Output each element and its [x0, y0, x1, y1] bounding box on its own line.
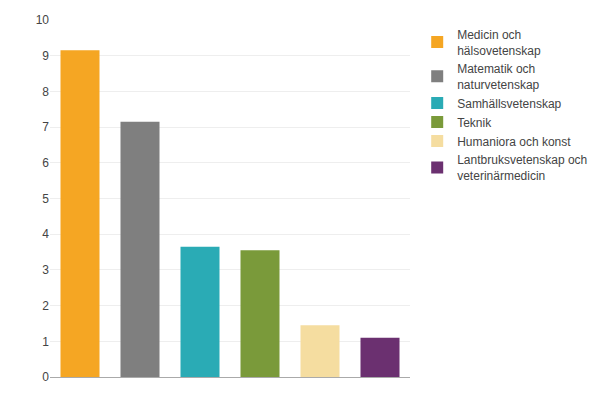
svg-text:2: 2 [42, 299, 49, 313]
svg-text:5: 5 [42, 192, 49, 206]
svg-text:Teknik: Teknik [457, 116, 492, 130]
svg-text:8: 8 [42, 85, 49, 99]
svg-text:0: 0 [42, 370, 49, 384]
svg-text:7: 7 [42, 120, 49, 134]
svg-text:Matematik ochnaturvetenskap: Matematik ochnaturvetenskap [457, 62, 539, 92]
svg-text:Humaniora och konst: Humaniora och konst [457, 135, 571, 149]
svg-text:Lantbruksvetenskap ochveterinä: Lantbruksvetenskap ochveterinärmedicin [457, 153, 587, 183]
svg-text:4: 4 [42, 227, 49, 241]
svg-text:6: 6 [42, 156, 49, 170]
svg-text:9: 9 [42, 49, 49, 63]
svg-text:Samhällsvetenskap: Samhällsvetenskap [457, 97, 561, 111]
svg-text:3: 3 [42, 263, 49, 277]
svg-text:Medicin ochhälsovetenskap: Medicin ochhälsovetenskap [457, 28, 541, 58]
svg-text:1: 1 [42, 335, 49, 349]
svg-text:10: 10 [36, 13, 50, 27]
